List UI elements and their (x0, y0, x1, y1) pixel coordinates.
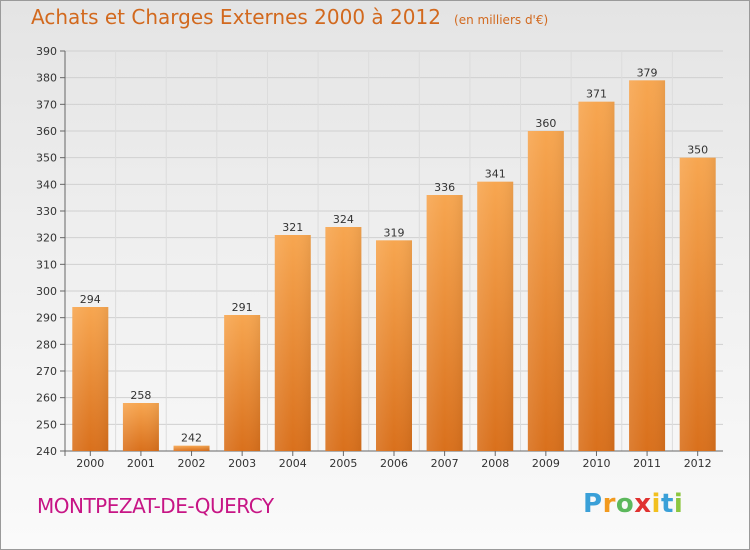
chart-title: Achats et Charges Externes 2000 à 2012 (31, 5, 441, 29)
chart-subtitle: (en milliers d'€) (454, 13, 549, 27)
y-tick-label: 290 (36, 312, 57, 325)
value-label-2004: 321 (282, 221, 303, 234)
y-tick-label: 240 (36, 445, 57, 458)
value-label-2008: 341 (485, 168, 506, 181)
proxiti-logo: Proxiti (583, 489, 683, 519)
x-tick-label-2000: 2000 (76, 457, 104, 470)
logo-letter: i (651, 489, 661, 519)
bar-shine-2005 (325, 227, 362, 451)
bar-shine-2010 (578, 101, 615, 452)
y-tick-label: 350 (36, 152, 57, 165)
y-tick-label: 320 (36, 232, 57, 245)
chart-title-block: Achats et Charges Externes 2000 à 2012 (… (31, 5, 548, 29)
logo-letter: t (660, 489, 674, 519)
x-tick-label-2008: 2008 (481, 457, 509, 470)
bar-shine-2008 (477, 181, 514, 451)
x-tick-label-2004: 2004 (279, 457, 307, 470)
x-tick-label-2006: 2006 (380, 457, 408, 470)
bar-shine-2000 (72, 307, 109, 451)
x-tick-label-2002: 2002 (178, 457, 206, 470)
bar-shine-2001 (122, 403, 159, 451)
bar-shine-2004 (274, 235, 311, 451)
logo-letter: o (615, 489, 635, 519)
y-tick-label: 280 (36, 338, 57, 351)
y-tick-label: 360 (36, 125, 57, 138)
value-label-2011: 379 (637, 66, 658, 79)
logo-letter: x (634, 489, 652, 519)
value-label-2009: 360 (535, 117, 556, 130)
bar-shine-2002 (173, 445, 210, 451)
y-tick-label: 270 (36, 365, 57, 378)
y-tick-label: 390 (36, 45, 57, 58)
value-label-2005: 324 (333, 213, 354, 226)
value-label-2010: 371 (586, 88, 607, 101)
x-tick-label-2003: 2003 (228, 457, 256, 470)
x-tick-label-2010: 2010 (582, 457, 610, 470)
logo-letter: i (673, 489, 684, 519)
value-label-2006: 319 (384, 226, 405, 239)
x-tick-label-2011: 2011 (633, 457, 661, 470)
value-label-2000: 294 (80, 293, 101, 306)
x-tick-label-2012: 2012 (684, 457, 712, 470)
bar-shine-2012 (679, 157, 716, 451)
y-tick-label: 370 (36, 98, 57, 111)
logo-letter: r (602, 489, 616, 519)
x-tick-label-2009: 2009 (532, 457, 560, 470)
x-tick-label-2005: 2005 (329, 457, 357, 470)
location-name: MONTPEZAT-DE-QUERCY (37, 494, 274, 518)
value-label-2001: 258 (130, 389, 151, 402)
y-tick-label: 300 (36, 285, 57, 298)
bar-shine-2007 (426, 195, 463, 451)
bar-shine-2009 (527, 131, 564, 451)
bar-shine-2003 (224, 315, 261, 451)
value-label-2002: 242 (181, 432, 202, 445)
bar-shine-2006 (376, 240, 412, 451)
value-label-2007: 336 (434, 181, 455, 194)
y-tick-label: 310 (36, 258, 57, 271)
y-tick-label: 330 (36, 205, 57, 218)
x-tick-label-2007: 2007 (431, 457, 459, 470)
y-tick-label: 380 (36, 72, 57, 85)
value-label-2003: 291 (232, 301, 253, 314)
x-tick-label-2001: 2001 (127, 457, 155, 470)
y-tick-label: 250 (36, 418, 57, 431)
logo-letter: P (583, 489, 603, 519)
value-label-2012: 350 (687, 144, 708, 157)
bar-shine-2011 (629, 80, 666, 451)
y-tick-label: 260 (36, 392, 57, 405)
y-tick-label: 340 (36, 178, 57, 191)
